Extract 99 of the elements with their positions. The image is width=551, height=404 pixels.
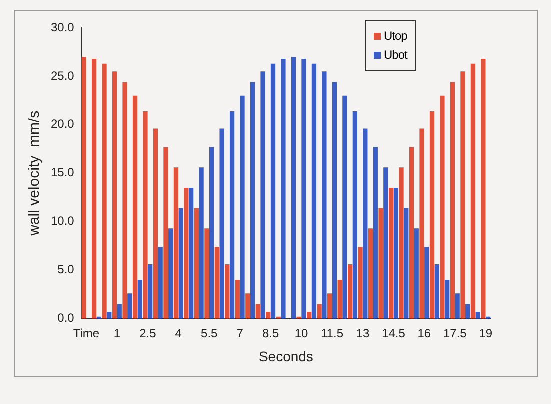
bar xyxy=(184,188,189,319)
y-tick-label: 0.0 xyxy=(58,311,75,326)
bar xyxy=(92,59,97,319)
x-tick-label: 13 xyxy=(356,326,370,340)
bar xyxy=(430,111,435,319)
bar xyxy=(368,228,374,319)
y-tick-label: 25.0 xyxy=(50,68,75,83)
bar xyxy=(270,64,276,319)
y-axis-title: wall velocity mm/s xyxy=(26,110,44,237)
bar xyxy=(143,111,148,319)
legend-label: Ubot xyxy=(384,48,408,62)
x-tick-label: 2.5 xyxy=(140,326,157,340)
x-tick-label: 11.5 xyxy=(321,326,344,340)
bar xyxy=(378,208,384,319)
x-tick-label: 7 xyxy=(236,326,244,340)
bar xyxy=(420,128,424,319)
bar xyxy=(266,312,271,319)
bar xyxy=(470,64,476,319)
bar xyxy=(260,72,266,319)
bar xyxy=(358,247,363,319)
bar xyxy=(481,59,486,319)
bar xyxy=(122,82,128,319)
bar xyxy=(317,304,322,319)
bar xyxy=(153,128,158,319)
bar xyxy=(414,228,419,319)
bar xyxy=(235,280,240,319)
bar xyxy=(424,247,430,319)
bar xyxy=(434,264,440,319)
bar xyxy=(466,304,470,319)
x-tick-label: 17.5 xyxy=(443,326,468,340)
bar xyxy=(107,312,112,319)
bar xyxy=(348,264,353,319)
bar xyxy=(148,264,153,319)
x-tick-label: 19 xyxy=(479,326,493,340)
bar xyxy=(332,82,338,319)
x-tick-label: 5.5 xyxy=(201,326,218,340)
y-tick-label: 30.0 xyxy=(50,20,75,34)
bar xyxy=(220,128,224,319)
bar xyxy=(214,247,220,319)
x-tick-label: Time xyxy=(73,326,100,340)
y-tick-label: 10.0 xyxy=(50,214,75,228)
bar xyxy=(82,57,86,319)
bar xyxy=(138,280,142,319)
bar xyxy=(117,304,122,319)
bar xyxy=(460,72,466,319)
bar xyxy=(281,59,286,319)
bar xyxy=(322,72,327,319)
bar xyxy=(394,188,398,319)
x-tick-label: 10 xyxy=(294,326,309,340)
bar xyxy=(225,264,230,319)
x-tick-label: 14.5 xyxy=(382,326,406,340)
bar xyxy=(373,147,378,319)
bar xyxy=(250,82,256,319)
bar xyxy=(256,304,260,319)
bar xyxy=(174,168,179,319)
bar xyxy=(204,228,210,319)
bar xyxy=(342,96,348,319)
bar xyxy=(158,247,163,319)
bar xyxy=(409,147,414,319)
bar xyxy=(455,294,460,319)
bar xyxy=(312,64,317,319)
bar xyxy=(291,57,296,319)
bar xyxy=(178,208,184,319)
bar xyxy=(194,208,200,319)
bar xyxy=(363,128,368,319)
bar xyxy=(302,59,306,319)
x-tick-label: 16 xyxy=(418,326,432,340)
x-axis-title: Seconds xyxy=(258,348,314,364)
bar xyxy=(445,280,450,319)
bar xyxy=(112,72,118,319)
y-tick-label: 15.0 xyxy=(50,166,75,180)
legend-label: Utop xyxy=(384,29,408,43)
bar xyxy=(189,188,194,319)
bar xyxy=(307,312,312,319)
bar xyxy=(102,64,107,319)
bar xyxy=(209,147,214,319)
bar xyxy=(168,228,174,319)
bar xyxy=(338,280,342,319)
bar xyxy=(388,188,394,319)
bar xyxy=(399,168,404,319)
bar xyxy=(384,168,388,319)
x-tick-label: 4 xyxy=(175,326,182,340)
bar xyxy=(246,294,250,319)
bar xyxy=(199,168,204,319)
y-tick-label: 20.0 xyxy=(50,117,75,132)
bar xyxy=(450,82,456,319)
bar xyxy=(352,111,358,319)
bar xyxy=(230,111,235,319)
x-tick-label: 8.5 xyxy=(262,326,280,340)
bar xyxy=(404,208,409,319)
bar xyxy=(440,96,445,319)
bar xyxy=(132,96,138,319)
bar xyxy=(164,147,168,319)
x-tick-label: 1 xyxy=(114,326,121,340)
bar xyxy=(240,96,245,319)
bar xyxy=(328,294,332,319)
bar xyxy=(128,294,132,319)
bar xyxy=(476,312,480,319)
y-tick-label: 5.0 xyxy=(58,262,75,277)
